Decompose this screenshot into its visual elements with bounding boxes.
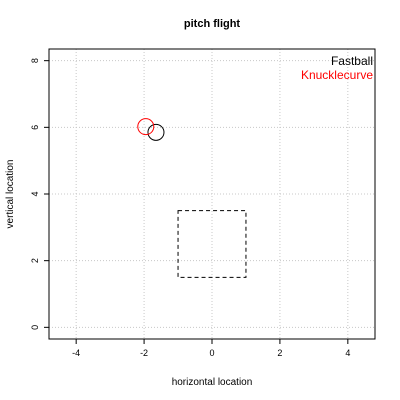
legend-label-knucklecurve: Knucklecurve (301, 68, 373, 82)
knucklecurve-pitch-point (137, 118, 155, 136)
fastball-pitch-point (147, 123, 165, 141)
y-tick-label: 8 (30, 58, 40, 63)
y-tick-label: 6 (30, 125, 40, 130)
y-tick-label: 2 (30, 258, 40, 263)
x-tick-label: 2 (277, 348, 282, 358)
grid (49, 49, 375, 339)
y-axis-label: vertical location (5, 160, 16, 229)
x-tick-label: 4 (345, 348, 350, 358)
legend-label-fastball: Fastball (331, 54, 373, 68)
pitch-points (137, 118, 165, 141)
y-tick-label: 4 (30, 191, 40, 196)
x-axis-label: horizontal location (172, 377, 253, 388)
strike-zone-box (177, 210, 247, 278)
x-tick-label: -4 (72, 348, 80, 358)
y-tick-label: 0 (30, 325, 40, 330)
x-tick-label: -2 (140, 348, 148, 358)
axis-ticks: -4 -2 0 2 4 0 2 4 6 8 (30, 58, 350, 358)
x-tick-label: 0 (209, 348, 214, 358)
chart-title: pitch flight (184, 18, 241, 30)
